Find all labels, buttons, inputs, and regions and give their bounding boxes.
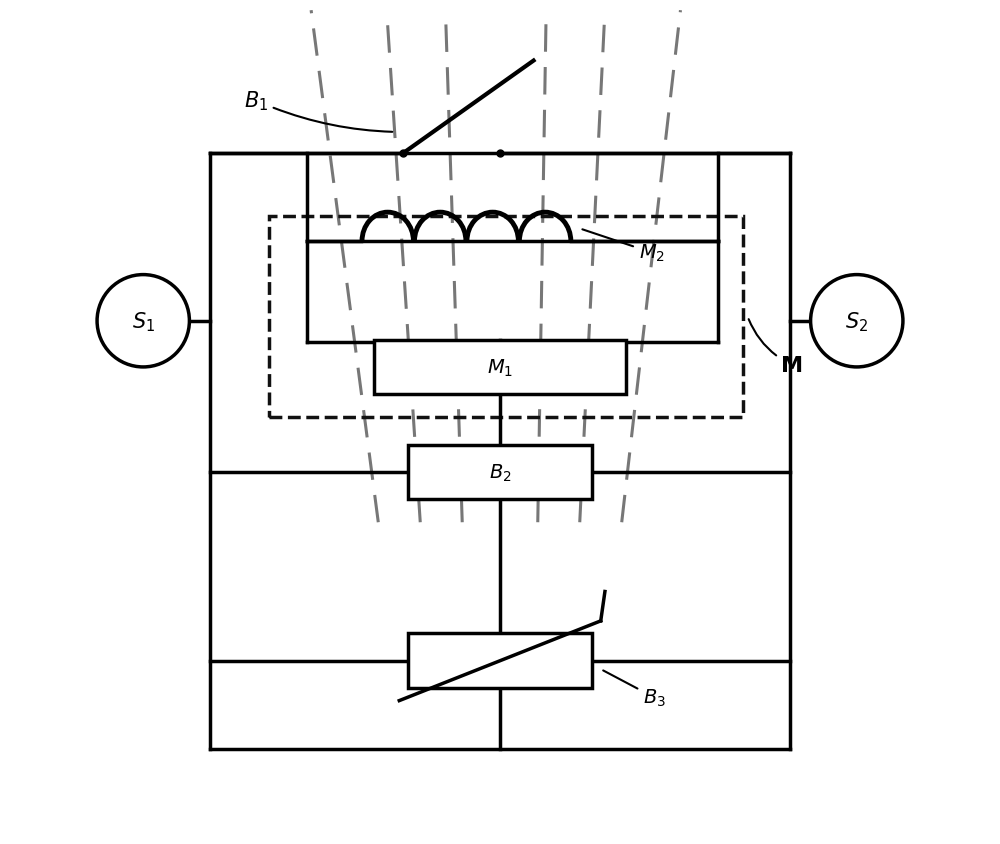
Text: $S_2$: $S_2$ xyxy=(845,310,868,333)
Text: M: M xyxy=(749,320,803,376)
Bar xyxy=(374,340,626,395)
Text: $B_2$: $B_2$ xyxy=(489,462,511,483)
Text: $M_1$: $M_1$ xyxy=(487,357,513,378)
Bar xyxy=(269,217,743,418)
Text: $B_1$: $B_1$ xyxy=(244,89,392,133)
Text: $M_2$: $M_2$ xyxy=(582,230,665,264)
Text: $B_3$: $B_3$ xyxy=(603,671,666,708)
Bar xyxy=(408,445,592,500)
Text: $S_1$: $S_1$ xyxy=(132,310,155,333)
Bar xyxy=(408,634,592,688)
Circle shape xyxy=(811,275,903,367)
Circle shape xyxy=(97,275,189,367)
